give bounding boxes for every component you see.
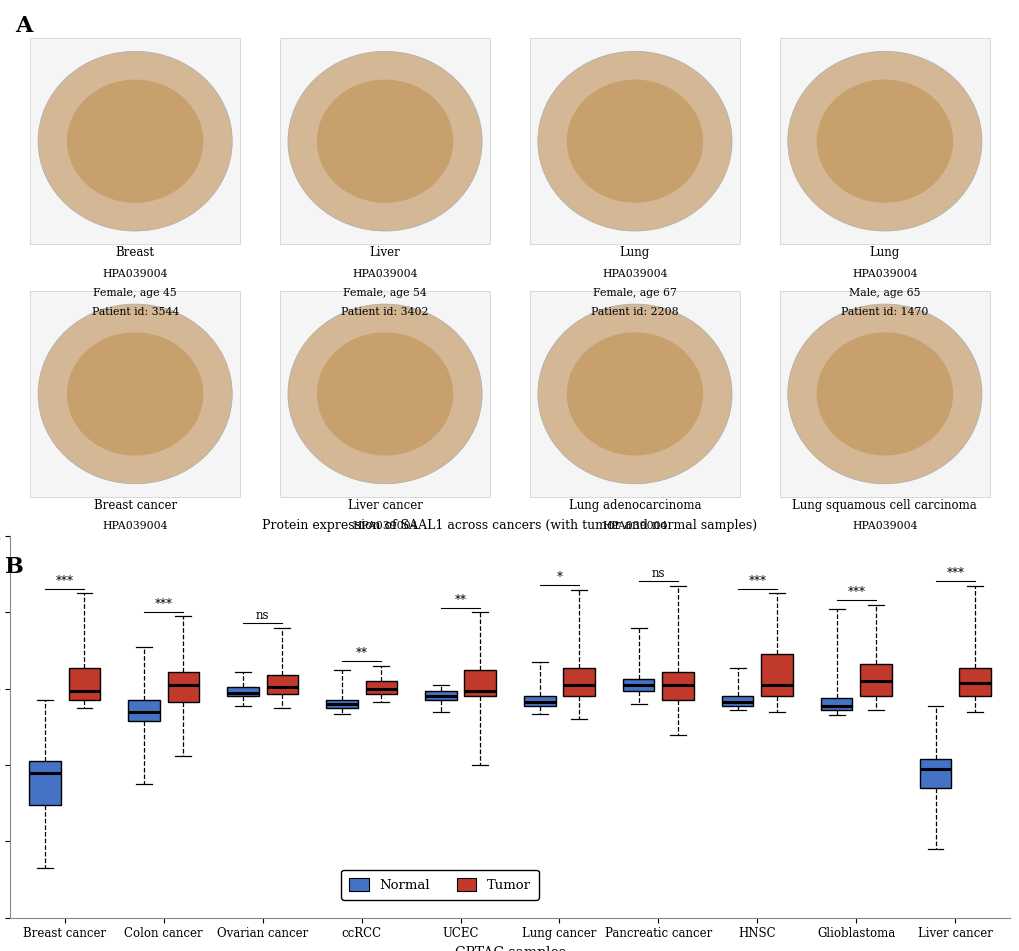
PathPatch shape	[226, 687, 259, 696]
Text: Lung: Lung	[620, 246, 649, 260]
Legend: Normal, Tumor: Normal, Tumor	[341, 869, 538, 900]
PathPatch shape	[167, 671, 199, 702]
Text: Female, age 58: Female, age 58	[342, 540, 427, 551]
Ellipse shape	[67, 332, 203, 456]
Text: Liver cancer: Liver cancer	[347, 499, 422, 513]
Text: Male, age 65: Male, age 65	[848, 287, 920, 298]
Ellipse shape	[537, 304, 732, 484]
Text: Patient id: 2177: Patient id: 2177	[341, 559, 428, 570]
Ellipse shape	[67, 80, 203, 203]
Bar	[780, 291, 988, 496]
PathPatch shape	[326, 700, 358, 708]
Text: HPA039004: HPA039004	[851, 268, 917, 279]
Bar	[31, 38, 239, 243]
Text: ***: ***	[155, 597, 172, 611]
Ellipse shape	[787, 51, 981, 231]
Bar	[780, 38, 988, 243]
Text: Female, age 54: Female, age 54	[342, 287, 427, 298]
Text: B: B	[5, 556, 24, 578]
Text: Breast: Breast	[115, 246, 155, 260]
PathPatch shape	[524, 696, 555, 706]
PathPatch shape	[760, 654, 793, 696]
Bar	[530, 291, 739, 496]
Ellipse shape	[816, 332, 952, 456]
Text: ns: ns	[651, 567, 664, 580]
PathPatch shape	[425, 690, 457, 700]
Ellipse shape	[317, 332, 452, 456]
Ellipse shape	[567, 332, 702, 456]
Text: ns: ns	[256, 609, 269, 622]
Text: HPA039004: HPA039004	[601, 521, 667, 532]
Text: Breast cancer: Breast cancer	[94, 499, 176, 513]
PathPatch shape	[721, 696, 753, 706]
Bar	[530, 38, 739, 243]
Text: Lung: Lung	[869, 246, 899, 260]
PathPatch shape	[562, 668, 594, 696]
Text: Lung squamous cell carcinoma: Lung squamous cell carcinoma	[792, 499, 976, 513]
Text: A: A	[15, 15, 33, 37]
PathPatch shape	[919, 759, 951, 788]
PathPatch shape	[661, 671, 693, 700]
Text: **: **	[454, 593, 466, 607]
PathPatch shape	[623, 679, 654, 690]
Text: Patient id: 3402: Patient id: 3402	[341, 306, 428, 317]
Ellipse shape	[317, 80, 452, 203]
Ellipse shape	[537, 51, 732, 231]
Text: Lung adenocarcinoma: Lung adenocarcinoma	[569, 499, 700, 513]
Text: ***: ***	[946, 567, 963, 580]
Text: Male, age 73: Male, age 73	[848, 540, 920, 551]
Ellipse shape	[816, 80, 952, 203]
Bar	[31, 291, 239, 496]
Text: **: **	[356, 647, 367, 660]
X-axis label: CPTAC samples: CPTAC samples	[454, 946, 565, 951]
Text: ***: ***	[56, 574, 73, 588]
Text: HPA039004: HPA039004	[102, 268, 168, 279]
PathPatch shape	[266, 675, 298, 694]
PathPatch shape	[959, 668, 990, 696]
Text: HPA039004: HPA039004	[601, 268, 667, 279]
PathPatch shape	[29, 761, 60, 805]
PathPatch shape	[365, 681, 396, 694]
Text: HPA039004: HPA039004	[102, 521, 168, 532]
PathPatch shape	[859, 664, 892, 696]
Ellipse shape	[38, 304, 232, 484]
Text: Female, age 40: Female, age 40	[93, 540, 177, 551]
Ellipse shape	[567, 80, 702, 203]
Text: HPA039004: HPA039004	[851, 521, 917, 532]
Text: *: *	[556, 571, 561, 584]
Text: Patient id: 2208: Patient id: 2208	[591, 306, 678, 317]
Text: Patient id: 1470: Patient id: 1470	[841, 306, 927, 317]
Text: Patient id: 2091: Patient id: 2091	[92, 559, 178, 570]
PathPatch shape	[464, 670, 495, 696]
Bar	[280, 291, 489, 496]
Text: ***: ***	[847, 586, 864, 599]
Bar	[280, 38, 489, 243]
Text: Female, age 45: Female, age 45	[93, 287, 177, 298]
Title: Protein expression of SAAL1 across cancers (with tumor and normal samples): Protein expression of SAAL1 across cance…	[262, 519, 757, 533]
Ellipse shape	[287, 304, 482, 484]
Text: Female, age 69: Female, age 69	[592, 540, 677, 551]
Text: Patient id: 1937: Patient id: 1937	[841, 559, 927, 570]
Ellipse shape	[38, 51, 232, 231]
Text: HPA039004: HPA039004	[352, 521, 418, 532]
PathPatch shape	[127, 700, 160, 721]
Text: ***: ***	[748, 574, 765, 588]
Text: Female, age 67: Female, age 67	[592, 287, 677, 298]
Ellipse shape	[787, 304, 981, 484]
PathPatch shape	[68, 668, 100, 700]
Text: Patient id: 2777: Patient id: 2777	[591, 559, 678, 570]
Text: Liver: Liver	[369, 246, 400, 260]
Ellipse shape	[287, 51, 482, 231]
PathPatch shape	[820, 698, 852, 709]
Text: HPA039004: HPA039004	[352, 268, 418, 279]
Text: Patient id: 3544: Patient id: 3544	[92, 306, 178, 317]
